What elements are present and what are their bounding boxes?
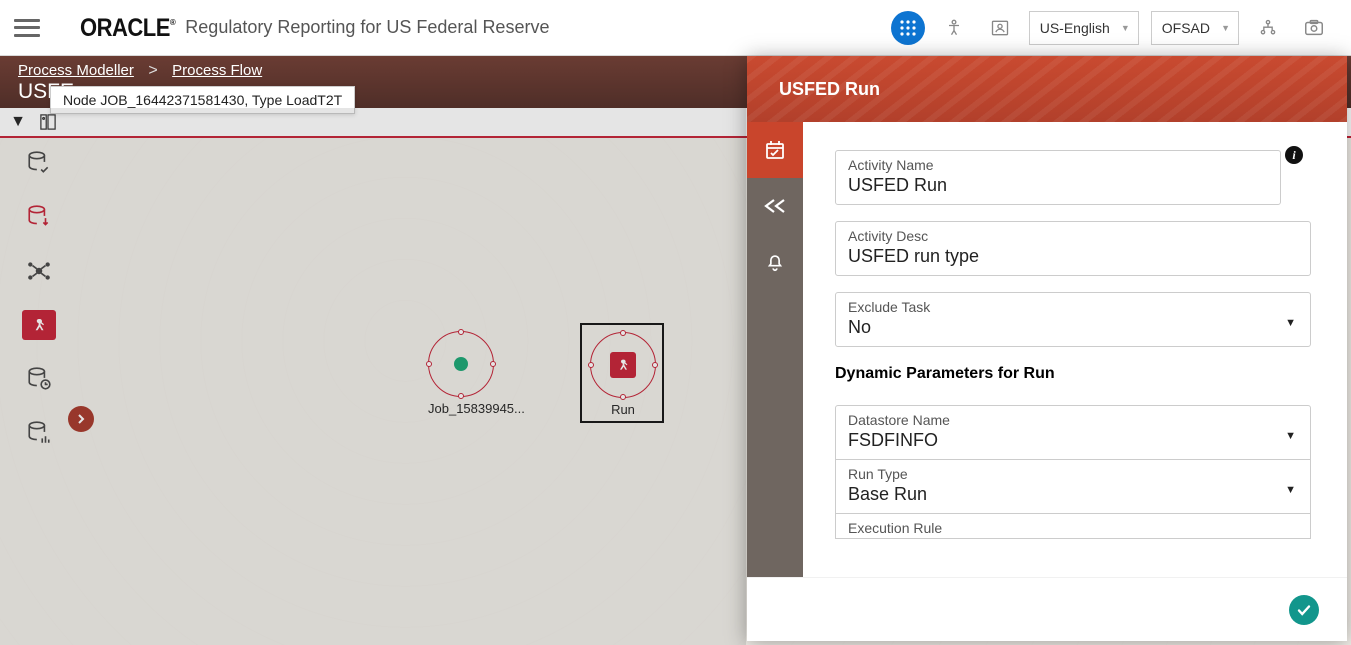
env-select[interactable]: OFSAD [1151, 11, 1239, 45]
panel-form: i Activity Name USFED Run Activity Desc … [803, 122, 1347, 577]
canvas-node-start[interactable]: Job_15839945... [428, 331, 525, 416]
palette-db-download-icon[interactable] [22, 202, 56, 232]
menu-icon[interactable] [14, 19, 40, 37]
confirm-button[interactable] [1289, 595, 1319, 625]
field-value: Base Run [848, 484, 1298, 505]
palette-expand-icon[interactable] [68, 406, 94, 432]
canvas-node-run[interactable]: Run [590, 332, 656, 417]
tab-activity-icon[interactable] [747, 122, 803, 178]
field-label: Activity Desc [848, 228, 1298, 244]
env-label: OFSAD [1162, 20, 1210, 36]
section-heading: Dynamic Parameters for Run [835, 365, 1311, 383]
chevron-down-icon: ▼ [1285, 317, 1296, 329]
palette-db-time-icon[interactable] [22, 364, 56, 394]
apps-icon[interactable] [891, 11, 925, 45]
top-bar: ORACLE Regulatory Reporting for US Feder… [0, 0, 1351, 56]
tool-palette [14, 148, 64, 448]
info-icon[interactable]: i [1285, 146, 1303, 164]
field-exclude-task[interactable]: Exclude Task No ▼ [835, 292, 1311, 347]
breadcrumb-flow[interactable]: Process Flow [172, 62, 262, 79]
tab-notifications-icon[interactable] [747, 234, 803, 290]
field-label: Exclude Task [848, 299, 1298, 315]
hierarchy-icon[interactable] [1251, 11, 1285, 45]
panel-title: USFED Run [747, 56, 1347, 122]
chevron-down-icon: ▼ [1285, 484, 1296, 496]
palette-db-stats-icon[interactable] [22, 418, 56, 448]
field-label: Datastore Name [848, 412, 1298, 428]
node-label: Run [590, 402, 656, 417]
profile-card-icon[interactable] [983, 11, 1017, 45]
run-node-icon [610, 352, 636, 378]
panel-tabs [747, 122, 803, 577]
field-activity-desc[interactable]: Activity Desc USFED run type [835, 221, 1311, 276]
oracle-logo: ORACLE [80, 15, 175, 41]
field-value: FSDFINFO [848, 430, 1298, 451]
field-activity-name[interactable]: Activity Name USFED Run [835, 150, 1281, 205]
chevron-down-icon: ▼ [1285, 430, 1296, 442]
layout-icon[interactable] [40, 114, 56, 130]
language-select[interactable]: US-English [1029, 11, 1139, 45]
field-label: Execution Rule [848, 520, 1298, 536]
palette-network-icon[interactable] [22, 256, 56, 286]
palette-db-check-icon[interactable] [22, 148, 56, 178]
workspace: ▼ Job_15839945... Run [0, 108, 1351, 645]
breadcrumb-separator: > [148, 62, 157, 79]
palette-run-icon[interactable] [22, 310, 56, 340]
field-value: USFED run type [848, 246, 1298, 267]
camera-icon[interactable] [1297, 11, 1331, 45]
field-label: Activity Name [848, 157, 1268, 173]
accessibility-icon[interactable] [937, 11, 971, 45]
collapse-toggle-icon[interactable]: ▼ [10, 114, 26, 130]
field-value: No [848, 317, 1298, 338]
start-node-icon [454, 357, 468, 371]
field-datastore[interactable]: Datastore Name FSDFINFO ▼ [835, 405, 1311, 460]
panel-footer [747, 577, 1347, 641]
field-execrule[interactable]: Execution Rule [835, 513, 1311, 539]
language-label: US-English [1040, 20, 1110, 36]
properties-panel: USFED Run i Activity Name USFED Run [747, 56, 1347, 641]
field-label: Run Type [848, 466, 1298, 482]
node-label: Job_15839945... [428, 401, 525, 416]
app-title: Regulatory Reporting for US Federal Rese… [185, 17, 549, 38]
field-value: USFED Run [848, 175, 1268, 196]
field-runtype[interactable]: Run Type Base Run ▼ [835, 459, 1311, 514]
tab-transitions-icon[interactable] [747, 178, 803, 234]
breadcrumb-root[interactable]: Process Modeller [18, 62, 134, 79]
